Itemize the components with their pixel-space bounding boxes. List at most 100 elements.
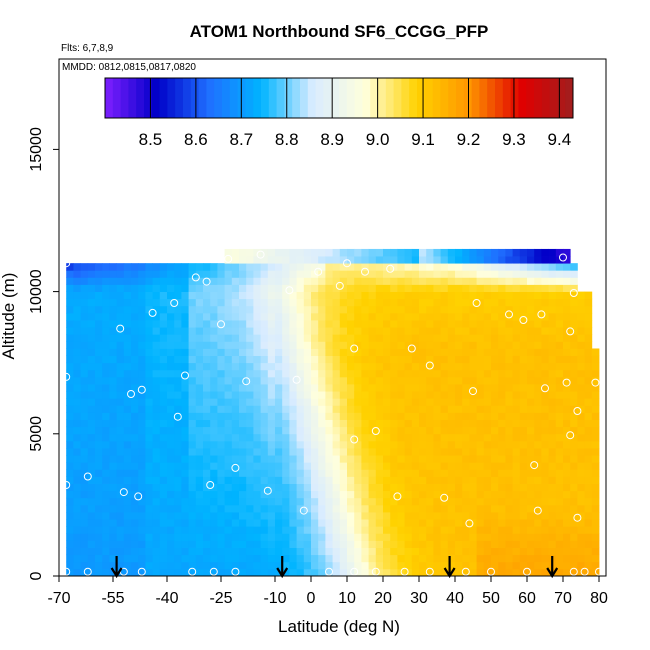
heatmap-cell: [181, 320, 189, 328]
heatmap-cell: [354, 270, 362, 278]
heatmap-cell: [512, 320, 521, 328]
heatmap-cell: [217, 440, 225, 449]
heatmap-cell: [152, 405, 161, 413]
heatmap-cell: [260, 504, 269, 513]
heatmap-cell: [174, 526, 182, 534]
heatmap-cell: [303, 305, 312, 314]
heatmap-cell: [498, 533, 506, 541]
heatmap-cell: [555, 504, 564, 513]
heatmap-cell: [325, 334, 333, 342]
heatmap-cell: [116, 547, 125, 556]
heatmap-cell: [469, 256, 477, 264]
heatmap-cell: [555, 391, 564, 399]
heatmap-cell: [188, 334, 197, 342]
heatmap-cell: [73, 348, 81, 356]
heatmap-cell: [303, 440, 312, 449]
heatmap-cell: [188, 483, 197, 492]
heatmap-cell: [231, 512, 240, 520]
heatmap-cell: [296, 512, 305, 520]
heatmap-cell: [217, 298, 225, 307]
heatmap-cell: [447, 462, 456, 470]
heatmap-cell: [390, 248, 398, 257]
heatmap-cell: [195, 405, 204, 413]
heatmap-cell: [239, 519, 247, 527]
heatmap-cell: [296, 533, 305, 541]
heatmap-cell: [455, 490, 463, 499]
heatmap-cell: [303, 433, 312, 442]
heatmap-cell: [289, 533, 297, 541]
heatmap-cell: [469, 526, 477, 534]
heatmap-cell: [174, 376, 182, 385]
heatmap-cell: [483, 483, 492, 492]
heatmap-cell: [210, 405, 218, 413]
heatmap-cell: [397, 327, 405, 335]
heatmap-cell: [332, 355, 341, 364]
heatmap-cell: [368, 483, 377, 492]
heatmap-cell: [491, 284, 499, 292]
heatmap-cell: [347, 512, 355, 520]
heatmap-cell: [102, 512, 110, 520]
heatmap-cell: [519, 298, 528, 307]
heatmap-cell: [447, 440, 456, 449]
heatmap-cell: [246, 384, 254, 392]
heatmap-cell: [318, 519, 326, 527]
heatmap-cell: [534, 526, 542, 534]
heatmap-cell: [397, 483, 405, 492]
heatmap-cell: [167, 384, 175, 392]
heatmap-cell: [555, 519, 564, 527]
sample-point: [335, 281, 344, 290]
heatmap-cell: [239, 298, 247, 307]
heatmap-cell: [462, 312, 470, 321]
heatmap-cell: [505, 448, 513, 456]
sample-point: [386, 264, 395, 273]
heatmap-cell: [332, 348, 341, 356]
heatmap-cell: [447, 398, 456, 406]
heatmap-cell: [433, 419, 441, 428]
heatmap-cell: [203, 405, 211, 413]
heatmap-cell: [138, 426, 146, 435]
heatmap-cell: [570, 412, 578, 420]
heatmap-cell: [282, 398, 290, 406]
heatmap-cell: [397, 490, 405, 499]
heatmap-cell: [181, 568, 189, 577]
heatmap-cell: [217, 277, 225, 285]
heatmap-cell: [289, 526, 297, 534]
heatmap-cell: [116, 462, 125, 470]
colorbar-swatch: [105, 78, 114, 118]
heatmap-cell: [102, 448, 110, 456]
heatmap-cell: [440, 462, 449, 470]
heatmap-cell: [303, 362, 312, 371]
heatmap-cell: [368, 533, 377, 541]
heatmap-cell: [555, 312, 564, 321]
heatmap-cell: [447, 270, 456, 278]
heatmap-cell: [368, 312, 377, 321]
heatmap-cell: [102, 561, 110, 570]
heatmap-cell: [131, 554, 139, 563]
heatmap-cell: [311, 384, 319, 392]
heatmap-cell: [95, 341, 103, 349]
heatmap-cell: [469, 512, 477, 520]
heatmap-cell: [318, 391, 326, 399]
heatmap-cell: [447, 305, 456, 314]
heatmap-cell: [282, 412, 290, 420]
heatmap-cell: [73, 355, 81, 364]
heatmap-cell: [548, 391, 557, 399]
heatmap-cell: [116, 540, 125, 548]
heatmap-cell: [577, 312, 585, 321]
heatmap-cell: [282, 455, 290, 463]
heatmap-cell: [491, 291, 499, 300]
heatmap-cell: [181, 369, 189, 378]
heatmap-cell: [253, 419, 261, 428]
heatmap-cell: [289, 263, 297, 271]
heatmap-cell: [239, 270, 247, 278]
heatmap-cell: [332, 263, 341, 271]
heatmap-cell: [354, 248, 362, 257]
heatmap-cell: [195, 476, 204, 484]
heatmap-cell: [498, 455, 506, 463]
heatmap-cell: [498, 405, 506, 413]
heatmap-cell: [195, 469, 204, 477]
heatmap-cell: [210, 512, 218, 520]
heatmap-cell: [555, 469, 564, 477]
heatmap-cell: [145, 433, 153, 442]
heatmap-cell: [361, 341, 369, 349]
